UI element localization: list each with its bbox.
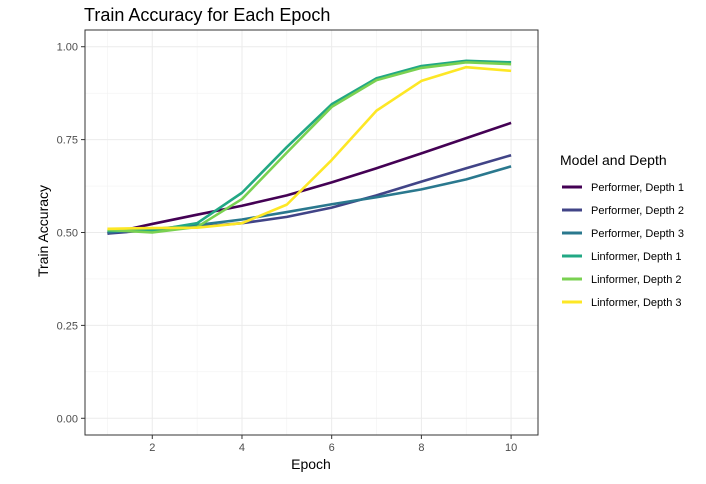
legend: Model and Depth Performer, Depth 1Perfor… <box>560 152 684 309</box>
x-axis-title: Epoch <box>291 456 331 472</box>
legend-label: Performer, Depth 3 <box>591 228 684 240</box>
y-tick-label: 0.75 <box>57 135 78 147</box>
series-line-6 <box>107 65 512 231</box>
axis-ticks: 0.00 0.25 0.50 0.75 1.00 2 4 6 8 10 <box>57 42 518 454</box>
series-line-5 <box>107 61 512 234</box>
legend-label: Linformer, Depth 2 <box>591 274 682 286</box>
legend-item: Linformer, Depth 3 <box>562 297 682 309</box>
legend-item: Performer, Depth 1 <box>562 182 684 194</box>
x-tick-label: 10 <box>505 442 517 454</box>
series-line-1 <box>107 121 512 235</box>
x-tick-label: 2 <box>149 442 155 454</box>
x-tick-label: 4 <box>239 442 245 454</box>
legend-title: Model and Depth <box>560 152 667 168</box>
legend-item: Linformer, Depth 1 <box>562 251 682 263</box>
series-line-3 <box>107 165 512 234</box>
y-tick-label: 1.00 <box>57 42 78 54</box>
legend-item: Linformer, Depth 2 <box>562 274 682 286</box>
y-tick-label: 0.25 <box>57 320 78 332</box>
legend-label: Linformer, Depth 3 <box>591 297 682 309</box>
series-line-4 <box>107 59 512 232</box>
legend-label: Performer, Depth 2 <box>591 205 684 217</box>
x-tick-label: 8 <box>418 442 424 454</box>
legend-items: Performer, Depth 1 Performer, Depth 2 Perf… <box>562 182 684 309</box>
y-axis-title: Train Accuracy <box>35 185 51 277</box>
x-tick-label: 6 <box>329 442 335 454</box>
y-tick-label: 0.00 <box>57 413 78 425</box>
chart-title: Train Accuracy for Each Epoch <box>84 5 330 25</box>
legend-label: Linformer, Depth 1 <box>591 251 682 263</box>
legend-label: Performer, Depth 1 <box>591 182 684 194</box>
series-lines <box>107 59 512 235</box>
legend-item: Performer, Depth 2 <box>562 205 684 217</box>
legend-item: Performer, Depth 3 <box>562 228 684 240</box>
y-tick-label: 0.50 <box>57 228 78 240</box>
